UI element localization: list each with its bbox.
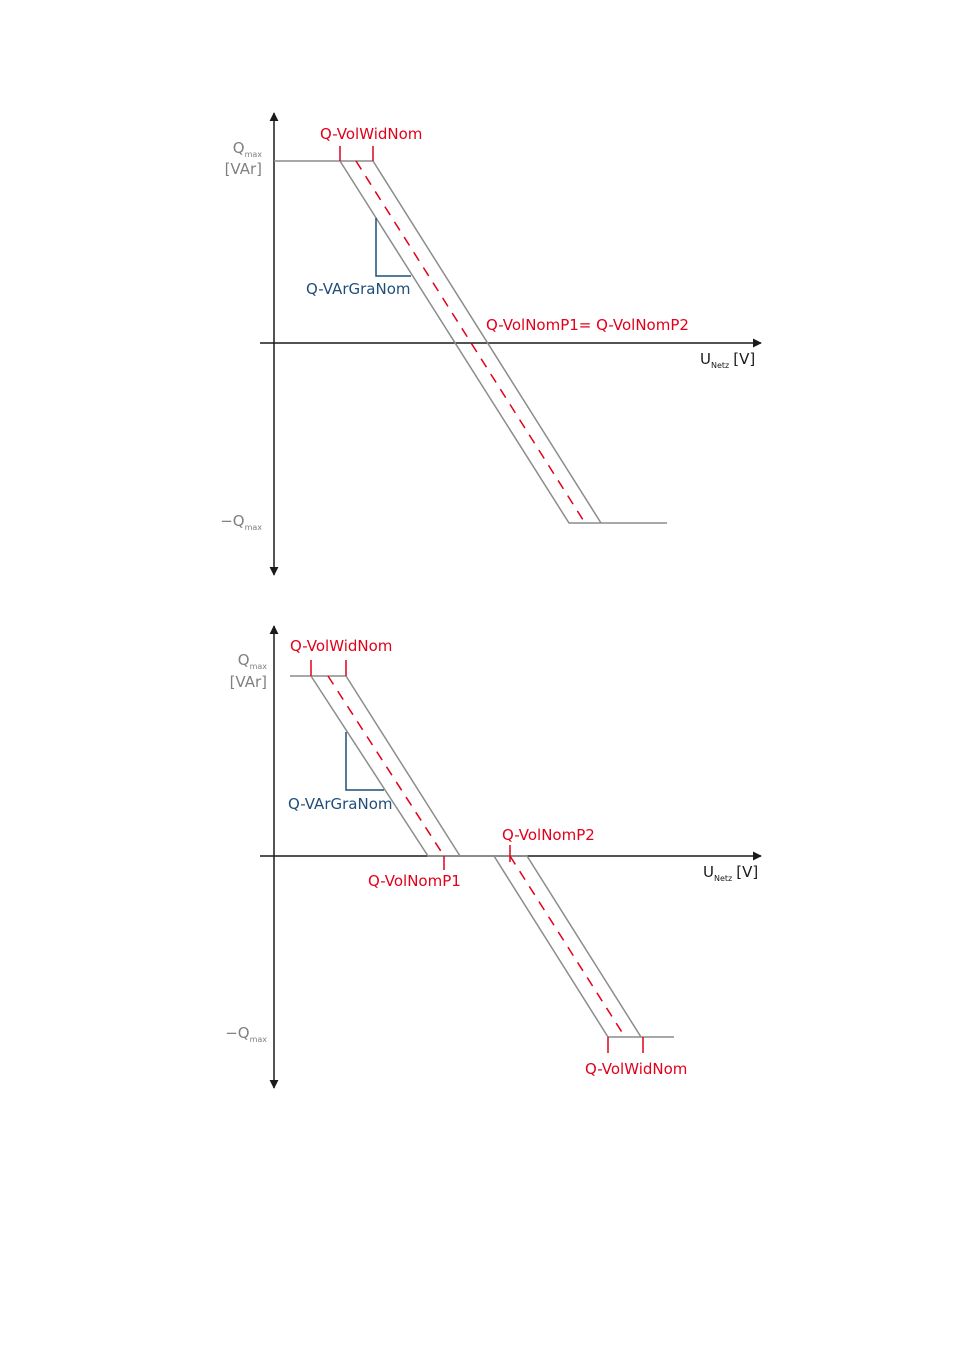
- annotation: Q-VolNomP1= Q-VolNomP2: [486, 316, 689, 334]
- gradient-triangle: [345, 732, 384, 791]
- subscript: max: [250, 1035, 268, 1044]
- x-axis-label: UNetz [V]: [703, 863, 758, 883]
- y-unit: [VAr]: [225, 160, 262, 178]
- annotation: Q-VArGraNom: [306, 280, 410, 298]
- band-upper-edge: [340, 160, 602, 524]
- y-max-label: Qmax: [233, 139, 263, 159]
- band-upper-edge: [290, 675, 461, 857]
- subscript: Netz: [711, 361, 729, 370]
- symbol: U: [703, 863, 714, 881]
- y-min-label: −Qmax: [225, 1024, 267, 1044]
- band-lower-edge: [493, 855, 641, 1038]
- diagram-2: Qmax [VAr] −Qmax UNetz [V] Q-VolWidNom Q-…: [225, 625, 762, 1089]
- annotation: Q-VolWidNom: [585, 1060, 687, 1078]
- y-max-label: Qmax: [238, 651, 268, 671]
- x-axis-label: UNetz [V]: [700, 350, 755, 370]
- band-edge: [310, 675, 674, 1038]
- subscript: Netz: [714, 874, 732, 883]
- symbol: −Q: [220, 512, 244, 530]
- symbol: Q: [238, 651, 250, 669]
- y-min-label: −Qmax: [220, 512, 262, 532]
- symbol: −Q: [225, 1024, 249, 1042]
- annotation: Q-VolWidNom: [290, 637, 392, 655]
- nominal-line: [509, 855, 626, 1038]
- subscript: max: [245, 523, 263, 532]
- annotation: Q-VArGraNom: [288, 795, 392, 813]
- unit: [V]: [733, 350, 755, 368]
- nominal-line: [355, 160, 586, 524]
- symbol: Q: [233, 139, 245, 157]
- diagram-1: Qmax [VAr] −Qmax UNetz [V] Q-VolWidNom Q-…: [220, 112, 762, 576]
- gradient-triangle: [375, 218, 411, 277]
- unit: [V]: [736, 863, 758, 881]
- band-lower-edge: [274, 160, 667, 524]
- annotation: Q-VolNomP2: [502, 826, 595, 844]
- y-unit: [VAr]: [230, 673, 267, 691]
- subscript: max: [245, 150, 263, 159]
- subscript: max: [250, 662, 268, 671]
- symbol: U: [700, 350, 711, 368]
- annotation: Q-VolNomP1: [368, 872, 461, 890]
- annotation: Q-VolWidNom: [320, 125, 422, 143]
